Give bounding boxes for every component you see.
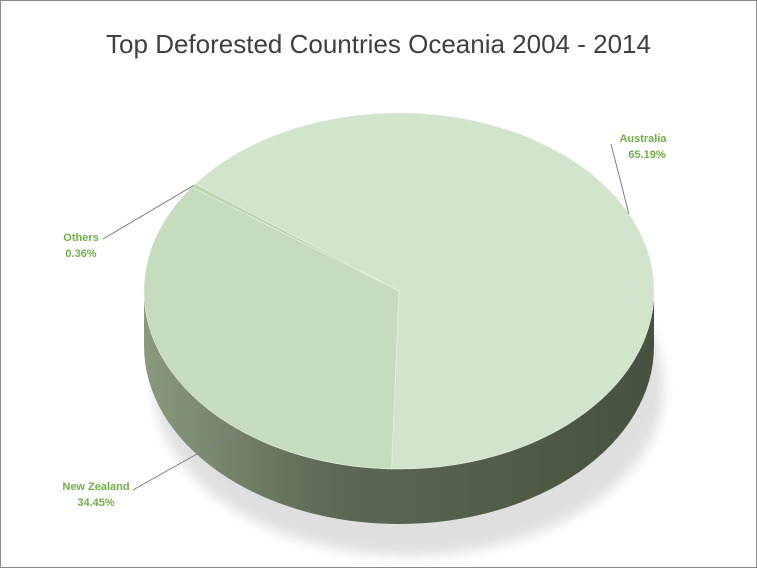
label-others-name: Others bbox=[63, 232, 98, 244]
leader-line-new-zealand bbox=[132, 429, 240, 491]
label-australia-value: 65.19% bbox=[628, 149, 666, 161]
label-new-zealand-name: New Zealand bbox=[62, 481, 129, 493]
leader-line-others bbox=[102, 185, 194, 240]
pie-side bbox=[144, 291, 654, 524]
chart-title: Top Deforested Countries Oceania 2004 - … bbox=[106, 29, 651, 59]
slice-australia bbox=[194, 112, 655, 470]
label-others-value: 0.36% bbox=[65, 248, 96, 260]
slice-new-zealand bbox=[143, 186, 400, 470]
label-new-zealand-value: 34.45% bbox=[77, 497, 115, 509]
label-australia-name: Australia bbox=[619, 133, 667, 145]
leader-line-australia bbox=[610, 143, 630, 215]
